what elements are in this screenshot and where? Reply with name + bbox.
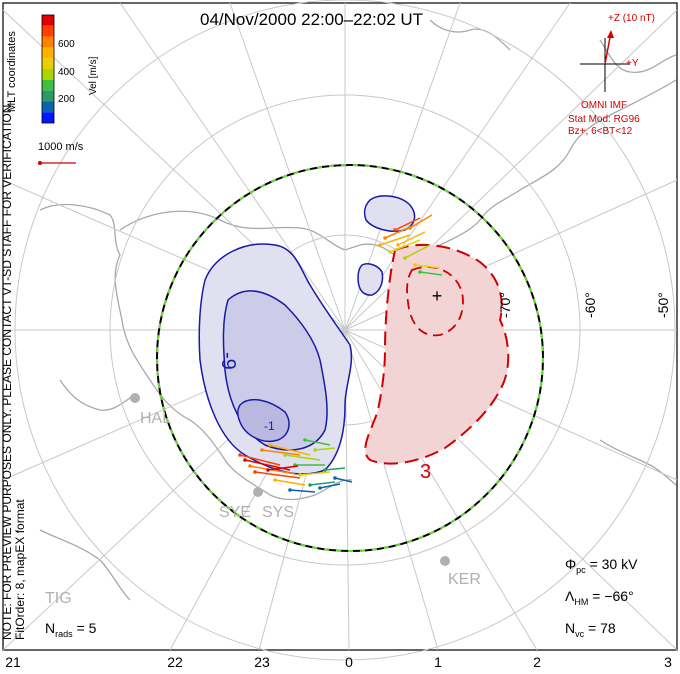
lat-label-50: -50° (655, 292, 671, 318)
imf-model: Stat Mod: RG96 (568, 114, 640, 125)
contour-label-3: 3 (420, 461, 431, 483)
imf-y-label: +Y (626, 58, 639, 69)
station-label-sye: SYE (219, 504, 251, 521)
negative-cell (198, 195, 416, 475)
imf-clock (580, 30, 630, 92)
mlt-tick-1: 1 (434, 654, 442, 670)
velocity-vectors (238, 214, 443, 493)
stat-nvc: Nvc = 78 (565, 620, 616, 639)
stat-lambda-symbol: Λ (565, 588, 575, 604)
positive-cell (364, 243, 510, 465)
station-marker-ker (440, 556, 450, 566)
contour-label-neg1: -1 (264, 419, 275, 433)
stat-phi-subscript: pc (576, 564, 586, 575)
mlt-tick-23: 23 (254, 654, 270, 670)
stations: HAL SYE SYS KER TIG (45, 393, 481, 607)
mlt-tick-21: 21 (5, 654, 21, 670)
station-label-ker: KER (448, 571, 481, 588)
stat-nvc-value: = 78 (588, 620, 616, 636)
station-label-sys: SYS (262, 504, 294, 521)
hm-boundary (156, 164, 544, 552)
velocity-scale-label: 1000 m/s (38, 141, 84, 153)
lat-label-70: -70° (497, 292, 513, 318)
mlt-tick-3: 3 (664, 654, 672, 670)
mlt-tick-22: 22 (167, 654, 183, 670)
stat-nrads-value: = 5 (76, 620, 97, 636)
stat-nrads-subscript: rads (55, 628, 73, 639)
mlt-tick-0: 0 (345, 654, 353, 670)
lat-label-60: -60° (582, 292, 598, 318)
stat-lambda-hm: ΛHM = −66° (565, 588, 634, 607)
colorbar-tick-600: 600 (58, 39, 75, 50)
mlt-tick-2: 2 (533, 654, 541, 670)
colorbar-tick-400: 400 (58, 67, 75, 78)
imf-z-label: +Z (10 nT) (608, 13, 655, 24)
colorbar-label: Vel [m/s] (88, 56, 99, 95)
stat-phi-value: = 30 kV (589, 556, 638, 572)
imf-title: OMNI IMF (581, 100, 627, 111)
fit-order-note: FitOrder: 8, mapEX format (13, 499, 27, 640)
stat-phi-pc: Φpc = 30 kV (565, 556, 637, 575)
stat-lambda-value: = −66° (592, 588, 634, 604)
stat-phi-symbol: Φ (565, 556, 577, 572)
coastlines (39, 19, 677, 601)
station-label-hal: HAL (140, 410, 171, 427)
stat-nrads: Nrads = 5 (45, 620, 96, 639)
stat-nvc-subscript: vc (575, 628, 585, 639)
mlt-coordinates-label: MLT coordinates (6, 31, 18, 112)
contour-label-neg9: -9 (217, 352, 239, 370)
colorbar: 600 400 200 Vel [m/s] (41, 14, 99, 124)
stat-lambda-subscript: HM (574, 596, 589, 607)
stat-nvc-symbol: N (565, 620, 576, 636)
velocity-scale: 1000 m/s (38, 141, 84, 165)
station-marker-hal (130, 393, 140, 403)
station-label-tig: TIG (45, 590, 72, 607)
preview-note: NOTE: FOR PREVIEW PURPOSES ONLY. PLEASE … (0, 101, 27, 640)
colorbar-tick-200: 200 (58, 94, 75, 105)
potential-max-marker: + (432, 286, 443, 306)
station-marker-sye (253, 487, 263, 497)
imf-condition: Bz+, 6<BT<12 (568, 126, 633, 137)
stat-nrads-symbol: N (45, 620, 56, 636)
plot-title: 04/Nov/2000 22:00–22:02 UT (200, 10, 424, 29)
